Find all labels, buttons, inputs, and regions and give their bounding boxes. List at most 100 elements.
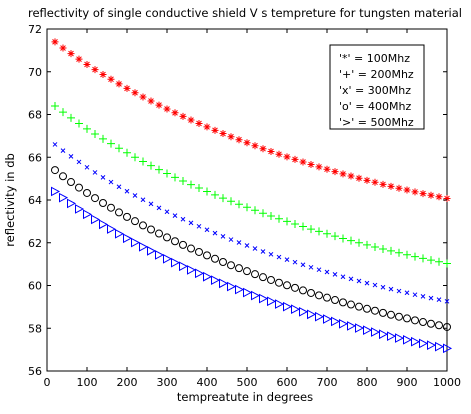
data-point [379, 244, 387, 253]
data-point [284, 257, 290, 262]
data-point [419, 254, 427, 263]
data-point [100, 174, 106, 180]
data-point [244, 243, 250, 248]
data-point [155, 229, 163, 238]
data-point [307, 288, 315, 297]
data-point [411, 252, 419, 261]
data-point [267, 147, 275, 155]
data-point [259, 145, 267, 153]
data-point [91, 214, 101, 225]
data-point [411, 336, 421, 347]
data-point [107, 75, 115, 83]
data-point [315, 311, 325, 322]
data-point [179, 112, 187, 120]
data-point [259, 273, 267, 282]
data-point [387, 182, 395, 190]
y-tick-label: 66 [28, 151, 42, 164]
data-point [123, 84, 131, 92]
data-point [443, 195, 451, 203]
data-point [99, 198, 107, 207]
data-point [252, 246, 258, 251]
data-point [51, 101, 59, 110]
data-point [139, 221, 147, 230]
data-point [75, 183, 83, 192]
data-point [204, 227, 210, 233]
data-point [260, 249, 266, 254]
data-point [147, 225, 155, 234]
data-point [139, 241, 149, 252]
data-point [99, 71, 107, 79]
data-point [395, 248, 403, 257]
data-point [323, 229, 331, 238]
data-point [355, 323, 365, 333]
data-point [236, 240, 242, 245]
data-point [340, 274, 346, 280]
x-tick-label: 700 [317, 376, 338, 389]
data-point [235, 284, 245, 295]
data-point [171, 109, 179, 117]
data-point [227, 281, 237, 292]
legend: '*' = 100Mhz '+' = 200Mhz 'x' = 300Mhz '… [329, 44, 425, 130]
data-point [163, 253, 173, 264]
data-point [187, 265, 197, 275]
chart-title: reflectivity of single conductive shield… [28, 6, 462, 20]
x-tick-label: 800 [357, 376, 378, 389]
data-point [316, 267, 322, 273]
data-point [403, 314, 411, 323]
data-point [196, 223, 202, 229]
data-point [243, 287, 253, 298]
data-point [307, 161, 315, 169]
series-markers [52, 142, 450, 304]
x-axis-label: tempreatute in degrees [177, 390, 313, 404]
data-point [443, 322, 451, 331]
legend-entry: 'o' = 400Mhz [339, 100, 411, 113]
data-point [180, 216, 186, 222]
data-point [379, 180, 387, 188]
data-point [75, 119, 83, 128]
legend-box [329, 44, 425, 130]
data-point [419, 338, 429, 349]
legend-entry: '>' = 500Mhz [339, 116, 414, 129]
data-point [115, 144, 123, 153]
data-point [124, 188, 130, 194]
data-point [187, 116, 195, 124]
data-point [299, 222, 307, 231]
data-point [363, 176, 371, 184]
series-markers [51, 38, 451, 203]
data-point [131, 217, 139, 226]
data-point [188, 220, 194, 226]
data-point [403, 250, 411, 259]
data-point [51, 38, 59, 46]
data-point [67, 50, 75, 58]
data-point [235, 264, 243, 273]
data-point [436, 297, 442, 302]
series-markers [51, 166, 451, 331]
data-point [132, 193, 138, 198]
data-point [323, 165, 331, 173]
data-point [356, 278, 362, 284]
data-point [371, 178, 379, 186]
x-tick-label: 0 [44, 376, 51, 389]
data-point [387, 310, 395, 319]
data-point [395, 312, 403, 321]
data-point [68, 154, 74, 159]
data-point [123, 212, 131, 221]
data-point [323, 314, 333, 324]
data-point [419, 190, 427, 198]
data-point [332, 272, 338, 277]
data-point [155, 165, 163, 174]
data-point [59, 172, 67, 181]
data-point [420, 294, 426, 299]
data-point [315, 291, 323, 300]
data-point [307, 309, 317, 320]
data-point [412, 292, 418, 298]
x-tick-label: 500 [237, 376, 258, 389]
data-point [435, 341, 445, 352]
data-point [227, 261, 235, 270]
data-point [155, 101, 163, 109]
data-point [347, 172, 355, 180]
data-point [203, 251, 211, 260]
data-point [211, 254, 219, 263]
data-point [51, 186, 61, 197]
